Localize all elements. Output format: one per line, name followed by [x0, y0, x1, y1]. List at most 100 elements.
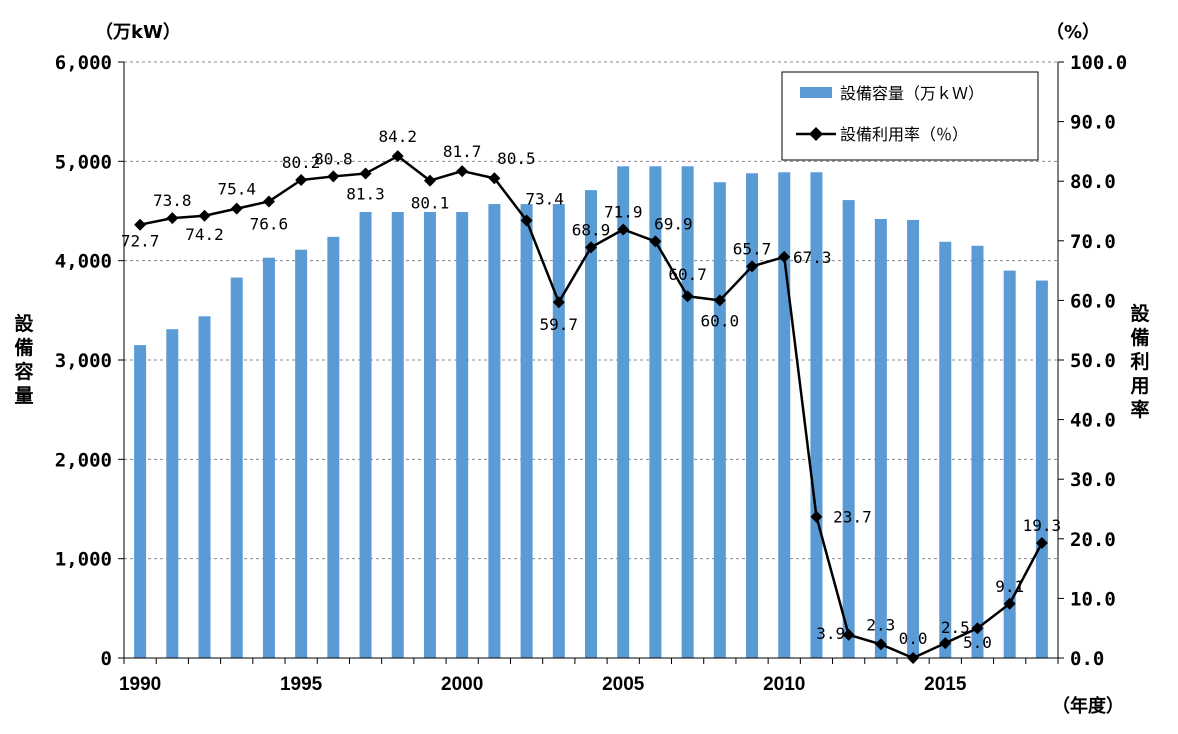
line-marker	[327, 170, 340, 183]
right-axis-title: 設備利用率	[1130, 302, 1150, 421]
data-label: 71.9	[604, 202, 643, 221]
legend-line-marker	[809, 127, 823, 141]
line-marker	[842, 628, 855, 641]
data-label: 19.3	[1023, 516, 1062, 535]
left-tick-label: 4,000	[55, 251, 112, 273]
data-label: 2.5	[941, 618, 970, 637]
bar	[971, 245, 984, 658]
line-marker	[1003, 597, 1016, 610]
line-marker	[874, 638, 887, 651]
data-label: 65.7	[733, 239, 772, 258]
line-marker	[939, 637, 952, 650]
data-label: 69.9	[654, 214, 693, 233]
data-label: 0.0	[899, 629, 928, 648]
x-tick-label: 1995	[280, 674, 323, 695]
bar	[456, 211, 469, 658]
right-tick-label: 90.0	[1070, 112, 1116, 134]
legend-bar-swatch	[800, 87, 832, 98]
line-marker	[1035, 536, 1048, 549]
bar	[713, 182, 726, 658]
left-axis-title: 設備容量	[14, 312, 34, 407]
data-label: 74.2	[185, 225, 224, 244]
data-label: 84.2	[378, 127, 417, 146]
x-tick-label: 2015	[924, 674, 967, 695]
bar	[842, 200, 855, 658]
left-tick-label: 3,000	[55, 350, 112, 372]
data-label: 76.6	[250, 214, 289, 233]
right-tick-label: 0.0	[1070, 648, 1104, 670]
bar	[488, 204, 501, 658]
right-axis-ticks: 0.0 10.0 20.0 30.0 40.0 50.0 60.0 70.0 80.0 90.0 1…	[1070, 52, 1127, 670]
line-marker	[230, 202, 243, 215]
x-tick-label: 2005	[602, 674, 645, 695]
data-label: 80.8	[314, 149, 353, 168]
legend-bar-label: 設備容量（万ｋＷ）	[840, 84, 984, 103]
legend-box	[781, 71, 1039, 161]
line-marker	[391, 150, 404, 163]
bar	[359, 211, 372, 658]
data-label: 72.7	[121, 232, 160, 251]
bar	[585, 190, 597, 658]
data-label: 3.9	[816, 624, 845, 643]
right-tick-label: 10.0	[1070, 588, 1116, 610]
line-marker	[585, 241, 597, 254]
bar	[907, 219, 920, 658]
right-tick-label: 40.0	[1070, 410, 1116, 432]
x-axis-unit: （年度）	[1052, 695, 1124, 717]
data-label: 80.1	[411, 194, 450, 213]
left-tick-label: 6,000	[55, 52, 112, 74]
axes	[118, 61, 1064, 664]
right-tick-label: 30.0	[1070, 469, 1116, 491]
left-tick-label: 0	[101, 648, 112, 670]
line-marker	[295, 174, 308, 187]
data-label: 59.7	[540, 315, 579, 334]
bar	[617, 166, 630, 659]
data-label: 81.3	[346, 184, 385, 203]
bar	[681, 166, 694, 659]
right-tick-label: 20.0	[1070, 529, 1116, 551]
bar	[746, 173, 759, 658]
data-label: 9.1	[995, 577, 1024, 596]
legend: 設備容量（万ｋＷ） 設備利用率（％）	[781, 71, 1039, 161]
line-marker	[746, 260, 759, 273]
left-axis-unit: （万kW）	[95, 22, 181, 43]
data-label: 67.3	[793, 248, 832, 267]
bar	[778, 172, 791, 658]
data-label: 80.5	[497, 149, 536, 168]
right-tick-label: 80.0	[1070, 171, 1116, 193]
line-marker	[198, 209, 211, 222]
line-marker	[359, 167, 372, 180]
left-axis-ticks: 0 1,000 2,000 3,000 4,000 5,000 6,000	[55, 52, 112, 670]
bar	[198, 316, 211, 658]
bar-series	[134, 166, 1048, 659]
line-marker	[713, 294, 726, 307]
line-marker	[166, 212, 179, 225]
legend-line-label: 設備利用率（％）	[840, 125, 968, 144]
data-label: 2.3	[866, 615, 895, 634]
x-tick-label: 1990	[119, 674, 161, 695]
bar	[649, 166, 662, 659]
line-marker	[520, 214, 533, 227]
right-tick-label: 60.0	[1070, 290, 1116, 312]
line-marker	[262, 195, 275, 208]
bar	[327, 236, 340, 658]
x-axis-ticks: 1990 1995 2000 2005 2010 2015	[119, 674, 967, 695]
line-marker	[617, 223, 630, 236]
bar	[1035, 280, 1048, 658]
data-label: 5.0	[963, 633, 992, 652]
line-marker	[681, 290, 694, 303]
right-tick-label: 100.0	[1070, 52, 1127, 74]
data-label: 73.4	[525, 190, 564, 209]
x-tick-label: 2010	[763, 674, 805, 695]
data-labels: 72.7 73.8 74.2 75.4 76.6 80.280.8 81.3 84.2 80.1…	[121, 127, 1061, 652]
line-marker	[134, 218, 147, 231]
line-marker	[810, 510, 823, 523]
line-marker	[971, 622, 984, 635]
bar	[423, 211, 436, 658]
data-label: 73.8	[153, 191, 192, 210]
data-label: 80.2	[282, 153, 321, 172]
right-tick-label: 70.0	[1070, 231, 1116, 253]
right-tick-label: 50.0	[1070, 350, 1116, 372]
data-label: 68.9	[572, 220, 611, 239]
